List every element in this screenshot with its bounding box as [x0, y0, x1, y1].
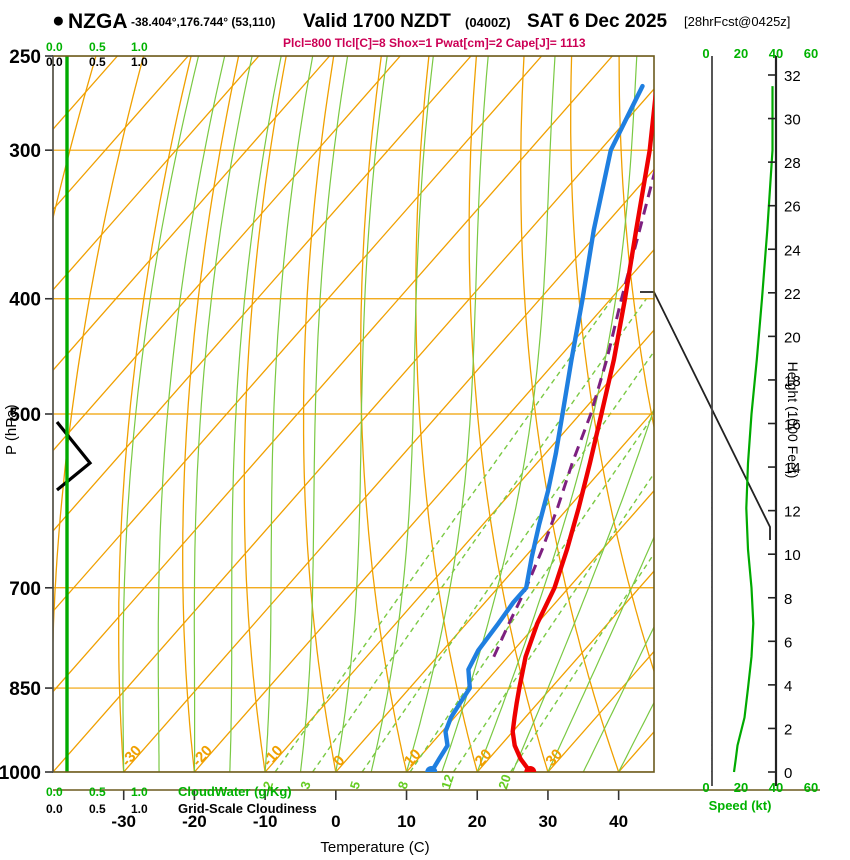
header: ● NZGA -38.404°,176.744° (53,110) Valid … [52, 9, 790, 50]
height-tick-label: 0 [784, 765, 792, 782]
speed-bottom-tick-2: 40 [769, 780, 783, 795]
height-tick-label: 2 [784, 721, 792, 738]
cloudiness-bottom-tick-0: 0.0 [46, 802, 63, 816]
temperature-tick-label: 20 [468, 812, 487, 831]
height-tick-label: 30 [784, 112, 801, 129]
station-id: NZGA [68, 10, 128, 33]
cloudiness-bottom-tick-2: 1.0 [131, 802, 148, 816]
temperature-axis-label: Temperature (C) [320, 839, 429, 856]
speed-top-tick-2: 40 [769, 46, 783, 61]
cloudiness-bottom-tick-1: 0.5 [89, 802, 106, 816]
speed-bottom-tick-1: 20 [734, 780, 748, 795]
forecast-info: [28hrFcst@0425z] [684, 14, 790, 29]
wind-speed-curve [732, 86, 774, 773]
parcel-path-curve [492, 168, 654, 658]
height-axis-label: Height (1000 Feet) [785, 362, 801, 479]
sounding-parameters: Plcl=800 Tlcl[C]=8 Shox=1 Pwat[cm]=2 Cap… [283, 36, 586, 50]
pressure-tick-label: 300 [9, 141, 41, 162]
cloudiness-top-tick-0: 0.0 [46, 55, 63, 69]
speed-axis-label: Speed (kt) [709, 798, 772, 813]
surface-temperature-marker [524, 766, 537, 772]
speed-bottom-tick-0: 0 [702, 780, 709, 795]
temperature-tick-label: -30 [111, 812, 136, 831]
mixing-ratio-label: 3 [297, 779, 314, 791]
speed-top-tick-3: 60 [804, 46, 818, 61]
temperature-axis: -30 -20 -10 0 10 20 30 40 [111, 790, 628, 831]
height-tick-label: 10 [784, 547, 801, 564]
speed-bottom-tick-3: 60 [804, 780, 818, 795]
cloudwater-top-tick-0: 0.0 [46, 40, 63, 54]
temperature-tick-label: 10 [397, 812, 416, 831]
speed-top-tick-1: 20 [734, 46, 748, 61]
grid-labels: -30 -20 -10 0 10 20 30 [118, 742, 566, 769]
cloudwater-axis-label: CloudWater (g/Kg) [178, 784, 292, 799]
mixing-ratio-label: 2 [260, 779, 277, 791]
valid-time: Valid 1700 NZDT [303, 11, 451, 32]
height-tick-label: 6 [784, 634, 792, 651]
height-tick-label: 32 [784, 68, 801, 85]
temperature-tick-label: -10 [253, 812, 278, 831]
height-tick-label: 26 [784, 199, 801, 216]
pressure-axis: 250 300 400 500 700 850 1000 [0, 47, 53, 784]
temperature-curve [510, 89, 654, 772]
height-tick-label: 14 [784, 460, 801, 477]
station-marker: ● [52, 9, 65, 32]
height-tick-label: 16 [784, 417, 801, 434]
cloudiness-axis-label: Grid-Scale Cloudiness [178, 801, 317, 816]
cloudwater-bottom-tick-2: 1.0 [131, 785, 148, 799]
height-tick-label: 8 [784, 591, 792, 608]
cloudwater-scale-bottom: 0.0 0.5 1.0 CloudWater (g/Kg) 0.0 0.5 1.… [46, 784, 317, 816]
mixing-ratio-label: 12 [438, 773, 457, 791]
pressure-tick-label: 500 [9, 405, 41, 426]
temperature-tick-label: 40 [609, 812, 628, 831]
station-coords: -38.404°,176.744° (53,110) [131, 15, 275, 29]
mixing-ratio-label: 5 [347, 779, 364, 791]
cloudwater-bottom-tick-0: 0.0 [46, 785, 63, 799]
cloudwater-scale-top: 0.0 0.5 1.0 0.0 0.5 1.0 [46, 40, 148, 69]
cloudwater-bottom-tick-1: 0.5 [89, 785, 106, 799]
height-tick-label: 22 [784, 286, 801, 303]
speed-top-tick-0: 0 [702, 46, 709, 61]
moist-adiabat-lines [122, 56, 654, 772]
height-tick-label: 18 [784, 373, 801, 390]
cloudiness-top-tick-1: 0.5 [89, 55, 106, 69]
surface-dewpoint-marker [425, 766, 438, 772]
mixing-ratio-labels: 2 3 5 8 12 20 [260, 773, 514, 791]
pressure-tick-label: 700 [9, 579, 41, 600]
height-tick-label: 4 [784, 678, 792, 695]
sounding-curves [425, 83, 654, 772]
pressure-tick-label: 1000 [0, 763, 41, 784]
valid-time-z: (0400Z) [465, 15, 511, 30]
cloudwater-top-tick-2: 1.0 [131, 40, 148, 54]
height-tick-label: 20 [784, 329, 801, 346]
height-tick-label: 12 [784, 504, 801, 521]
speed-scale: 0 20 40 60 0 20 40 60 Speed (kt) [702, 46, 818, 813]
dewpoint-curve [429, 83, 645, 772]
pressure-tick-label: 250 [9, 47, 41, 68]
pressure-tick-label: 850 [9, 679, 41, 700]
temperature-tick-label: 0 [331, 812, 340, 831]
pressure-tick-label: 400 [9, 290, 41, 311]
valid-date: SAT 6 Dec 2025 [527, 11, 668, 32]
temperature-tick-label: -20 [182, 812, 207, 831]
cloudiness-top-tick-2: 1.0 [131, 55, 148, 69]
mixing-ratio-label: 20 [495, 773, 514, 791]
pressure-axis-label: P (hPa) [3, 404, 20, 455]
temperature-tick-label: 30 [538, 812, 557, 831]
cloudwater-top-tick-1: 0.5 [89, 40, 106, 54]
height-tick-label: 24 [784, 242, 801, 259]
mixing-ratio-label: 8 [395, 779, 412, 791]
height-tick-label: 28 [784, 155, 801, 172]
skewt-grid [53, 56, 654, 772]
